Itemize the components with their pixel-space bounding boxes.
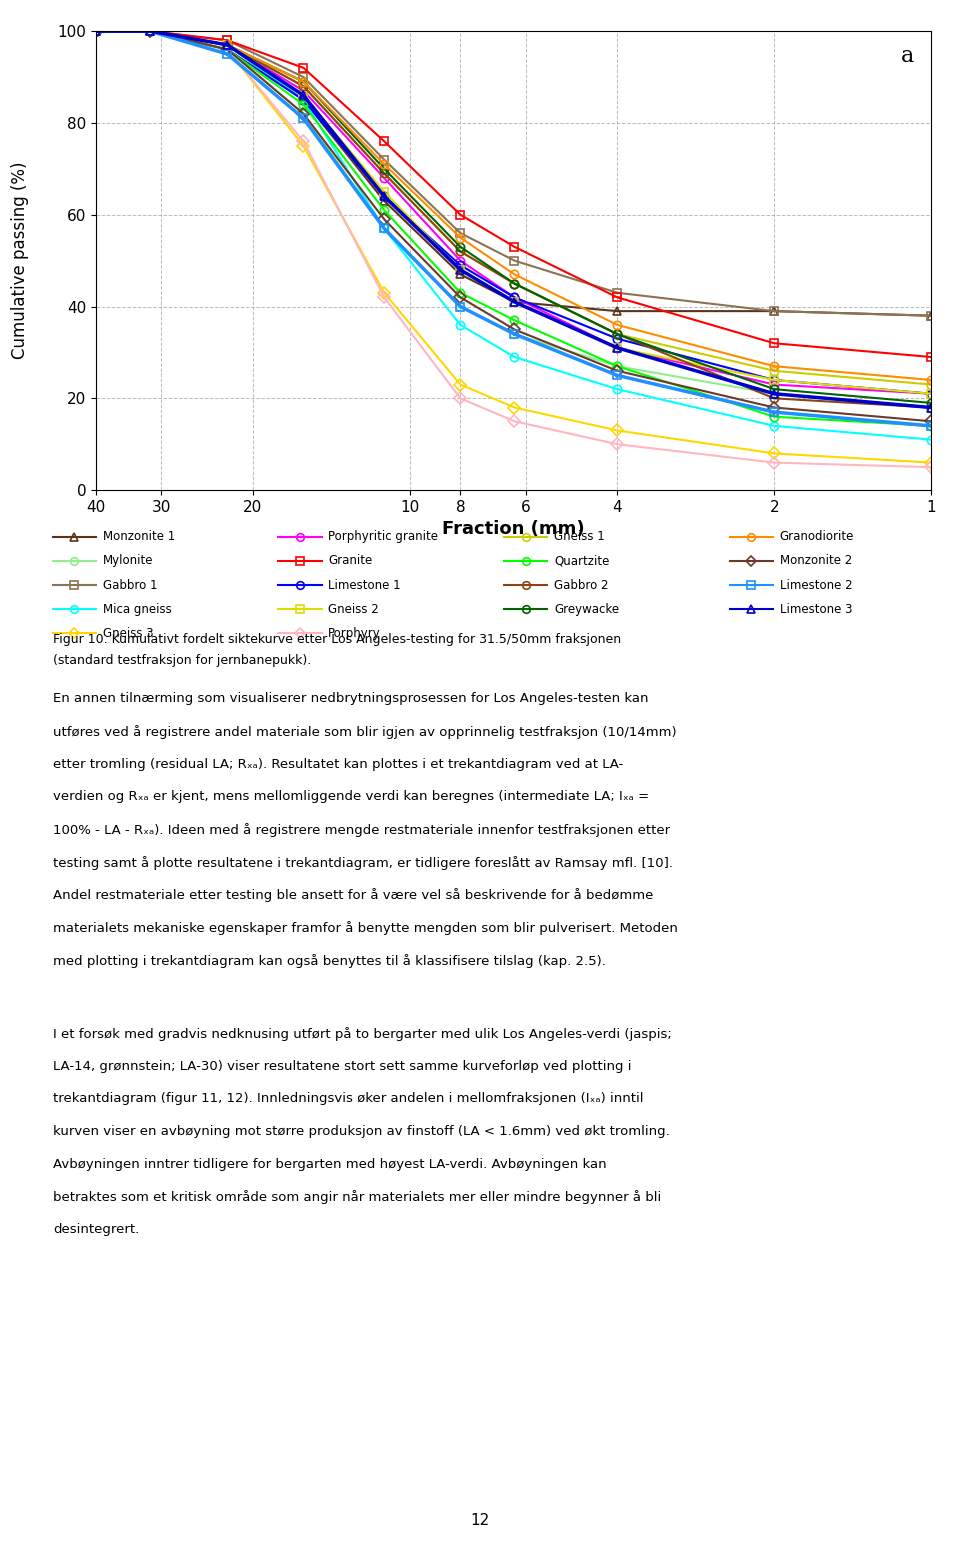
Text: Porphyritic granite: Porphyritic granite [328,531,439,543]
Text: testing samt å plotte resultatene i trekantdiagram, er tidligere foreslått av Ra: testing samt å plotte resultatene i trek… [53,856,673,870]
Text: Granodiorite: Granodiorite [780,531,853,543]
Text: LA-14, grønnstein; LA-30) viser resultatene stort sett samme kurveforløp ved plo: LA-14, grønnstein; LA-30) viser resultat… [53,1060,632,1072]
Y-axis label: Cumulative passing (%): Cumulative passing (%) [12,162,29,359]
Text: Mylonite: Mylonite [103,554,154,568]
Text: Greywacke: Greywacke [554,602,619,616]
Text: Monzonite 1: Monzonite 1 [103,531,175,543]
Text: materialets mekaniske egenskaper framfor å benytte mengden som blir pulverisert.: materialets mekaniske egenskaper framfor… [53,921,678,935]
Text: med plotting i trekantdiagram kan også benyttes til å klassifisere tilslag (kap.: med plotting i trekantdiagram kan også b… [53,954,606,968]
Text: a: a [901,45,915,67]
Text: (standard testfraksjon for jernbanepukk).: (standard testfraksjon for jernbanepukk)… [53,655,311,668]
Text: Andel restmateriale etter testing ble ansett for å være vel så beskrivende for å: Andel restmateriale etter testing ble an… [53,888,653,902]
Text: etter tromling (residual LA; Rₓₐ). Resultatet kan plottes i et trekantdiagram ve: etter tromling (residual LA; Rₓₐ). Resul… [53,758,623,770]
X-axis label: Fraction (mm): Fraction (mm) [443,520,585,538]
Text: kurven viser en avbøyning mot større produksjon av finstoff (LA < 1.6mm) ved økt: kurven viser en avbøyning mot større pro… [53,1125,669,1137]
Text: Gabbro 2: Gabbro 2 [554,579,609,591]
Text: Gneiss 2: Gneiss 2 [328,602,379,616]
Text: Mica gneiss: Mica gneiss [103,602,172,616]
Text: Limestone 2: Limestone 2 [780,579,852,591]
Text: I et forsøk med gradvis nedknusing utført på to bergarter med ulik Los Angeles-v: I et forsøk med gradvis nedknusing utfør… [53,1027,672,1041]
Text: Porphyry: Porphyry [328,627,381,640]
Text: betraktes som et kritisk område som angir når materialets mer eller mindre begyn: betraktes som et kritisk område som angi… [53,1190,661,1204]
Text: Quartzite: Quartzite [554,554,610,568]
Text: 12: 12 [470,1512,490,1528]
Text: Monzonite 2: Monzonite 2 [780,554,852,568]
Text: desintegrert.: desintegrert. [53,1223,139,1235]
Text: Gneiss 3: Gneiss 3 [103,627,154,640]
Text: Gneiss 1: Gneiss 1 [554,531,605,543]
Text: Gabbro 1: Gabbro 1 [103,579,157,591]
Text: Avbøyningen inntrer tidligere for bergarten med høyest LA-verdi. Avbøyningen kan: Avbøyningen inntrer tidligere for bergar… [53,1158,607,1170]
Text: 100% - LA - Rₓₐ). Ideen med å registrere mengde restmateriale innenfor testfraks: 100% - LA - Rₓₐ). Ideen med å registrere… [53,823,670,837]
Text: Figur 10. Kumulativt fordelt siktekurve etter Los Angeles-testing for 31.5/50mm : Figur 10. Kumulativt fordelt siktekurve … [53,633,621,646]
Text: Granite: Granite [328,554,372,568]
Text: En annen tilnærming som visualiserer nedbrytningsprosessen for Los Angeles-teste: En annen tilnærming som visualiserer ned… [53,692,648,705]
Text: trekantdiagram (figur 11, 12). Innledningsvis øker andelen i mellomfraksjonen (I: trekantdiagram (figur 11, 12). Innlednin… [53,1092,643,1105]
Text: Limestone 3: Limestone 3 [780,602,852,616]
Text: verdien og Rₓₐ er kjent, mens mellomliggende verdi kan beregnes (intermediate LA: verdien og Rₓₐ er kjent, mens mellomligg… [53,790,649,803]
Text: Limestone 1: Limestone 1 [328,579,401,591]
Text: utføres ved å registrere andel materiale som blir igjen av opprinnelig testfraks: utføres ved å registrere andel materiale… [53,725,677,739]
